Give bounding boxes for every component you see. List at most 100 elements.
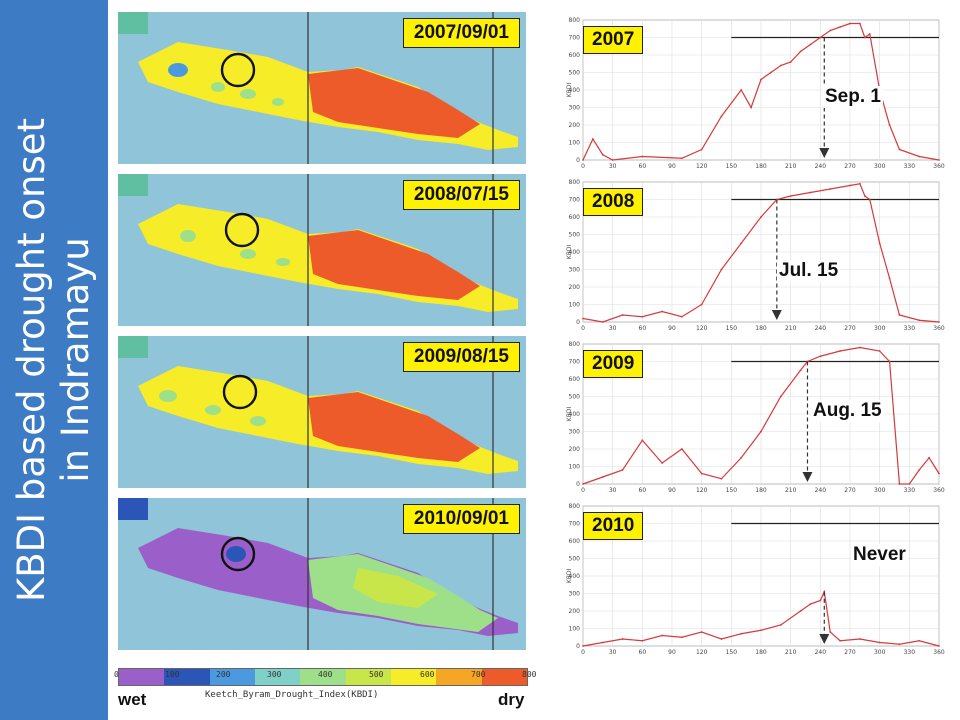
- kbdi-data-point: [868, 198, 871, 201]
- kbdi-data-point: [582, 317, 584, 320]
- y-tick-label: 0: [576, 643, 580, 650]
- kbdi-data-point: [829, 29, 832, 32]
- kbdi-data-point: [898, 314, 901, 316]
- colorbar-tick-label: 500: [369, 670, 384, 679]
- chart-plot-area: 0 100 200 300 400 500 600 700 800 0 30 60 90 120 150 18…: [566, 503, 945, 656]
- kbdi-data-point: [621, 314, 624, 316]
- kbdi-data-point: [938, 321, 940, 323]
- x-tick-label: 240: [815, 649, 827, 656]
- y-tick-label: 100: [569, 140, 581, 147]
- x-tick-label: 240: [815, 325, 827, 332]
- y-tick-label: 700: [569, 197, 581, 204]
- x-tick-label: 210: [785, 649, 797, 656]
- date-label: 2007/09/01: [402, 18, 520, 48]
- kbdi-data-point: [829, 188, 832, 190]
- x-tick-label: 360: [933, 649, 945, 656]
- x-tick-label: 120: [696, 487, 708, 494]
- kbdi-data-point: [740, 632, 743, 635]
- onset-arrow-head: [771, 310, 782, 320]
- slide-title-line2: in Indramayu: [54, 237, 97, 483]
- y-tick-label: 400: [569, 411, 581, 418]
- colorbar-segment: [436, 669, 482, 685]
- y-axis-label: KBDI: [566, 245, 573, 260]
- onset-label: Never: [851, 544, 908, 566]
- x-tick-label: 30: [609, 649, 617, 656]
- x-tick-label: 210: [785, 325, 797, 332]
- colorbar-segment: [209, 669, 255, 685]
- kbdi-data-point: [621, 469, 624, 471]
- x-tick-label: 300: [874, 163, 886, 170]
- kbdi-data-point: [858, 22, 861, 25]
- onset-label: Sep. 1: [823, 86, 883, 108]
- y-tick-label: 300: [569, 267, 581, 274]
- x-tick-label: 90: [668, 163, 676, 170]
- sidebar-panel: KBDI based drought onset in Indramayu: [0, 0, 108, 720]
- y-tick-label: 200: [569, 608, 581, 615]
- kbdi-chart-2010: 0 100 200 300 400 500 600 700 800 0 30 60 90 120 150 18…: [565, 500, 945, 660]
- y-tick-label: 600: [569, 538, 581, 545]
- x-tick-label: 60: [639, 163, 647, 170]
- y-tick-label: 700: [569, 359, 581, 366]
- kbdi-data-point: [888, 360, 891, 363]
- kbdi-data-point: [858, 346, 861, 349]
- indramayu-circle-marker: [222, 374, 258, 410]
- x-tick-label: 270: [844, 163, 856, 170]
- y-tick-label: 800: [569, 17, 581, 24]
- x-tick-label: 120: [696, 325, 708, 332]
- kbdi-data-point: [888, 124, 891, 126]
- x-tick-label: 360: [933, 163, 945, 170]
- kbdi-data-point: [760, 430, 762, 433]
- y-tick-label: 300: [569, 591, 581, 598]
- x-tick-label: 60: [639, 649, 647, 656]
- x-tick-label: 330: [904, 325, 916, 332]
- kbdi-chart-2009: 0 100 200 300 400 500 600 700 800 0 30 60 90 120 150 18…: [565, 338, 945, 498]
- colorbar-tick-label: 300: [267, 670, 282, 679]
- kbdi-data-point: [740, 89, 743, 91]
- colorbar-tick-label: 200: [216, 670, 231, 679]
- kbdi-data-point: [819, 36, 822, 39]
- kbdi-series-line: [582, 22, 940, 161]
- x-tick-label: 30: [609, 325, 617, 332]
- kbdi-data-point: [918, 155, 921, 158]
- y-tick-label: 700: [569, 521, 581, 528]
- kbdi-data-point: [700, 472, 703, 475]
- kbdi-data-point: [908, 483, 911, 485]
- x-tick-label: 360: [933, 487, 945, 494]
- kbdi-data-point: [601, 641, 604, 644]
- date-label: 2010/09/01: [402, 504, 520, 534]
- x-tick-label: 150: [726, 649, 738, 656]
- y-tick-label: 0: [576, 319, 580, 326]
- kbdi-data-point: [680, 315, 683, 318]
- kbdi-colorbar: [118, 668, 528, 686]
- y-tick-label: 0: [576, 481, 580, 488]
- kbdi-data-point: [799, 610, 802, 612]
- y-tick-label: 800: [569, 341, 581, 348]
- colorbar-tick-label: 400: [318, 670, 333, 679]
- y-tick-label: 500: [569, 556, 581, 563]
- onset-label: Jul. 15: [777, 260, 841, 282]
- kbdi-data-point: [819, 355, 822, 358]
- y-axis-label: KBDI: [566, 569, 573, 584]
- x-tick-label: 300: [874, 487, 886, 494]
- kbdi-data-point: [601, 153, 604, 156]
- y-tick-label: 300: [569, 429, 581, 436]
- x-tick-label: 0: [581, 487, 585, 494]
- slide-title: KBDI based drought onset in Indramayu: [10, 118, 98, 602]
- kbdi-map-2009: 2009/08/15: [118, 336, 526, 488]
- colorbar-segment: [345, 669, 391, 685]
- indramayu-circle-marker: [224, 212, 260, 248]
- colorbar-segment: [119, 669, 165, 685]
- y-tick-label: 100: [569, 302, 581, 309]
- kbdi-data-point: [661, 462, 664, 464]
- y-tick-label: 0: [576, 157, 580, 164]
- y-tick-label: 500: [569, 232, 581, 239]
- kbdi-data-point: [779, 624, 782, 626]
- kbdi-data-point: [789, 195, 792, 197]
- y-axis-label: KBDI: [566, 83, 573, 98]
- kbdi-data-point: [760, 629, 762, 632]
- colorbar-segment: [481, 669, 527, 685]
- kbdi-data-point: [849, 184, 851, 187]
- y-tick-label: 200: [569, 122, 581, 129]
- year-label: 2010: [583, 512, 644, 540]
- y-tick-label: 400: [569, 249, 581, 256]
